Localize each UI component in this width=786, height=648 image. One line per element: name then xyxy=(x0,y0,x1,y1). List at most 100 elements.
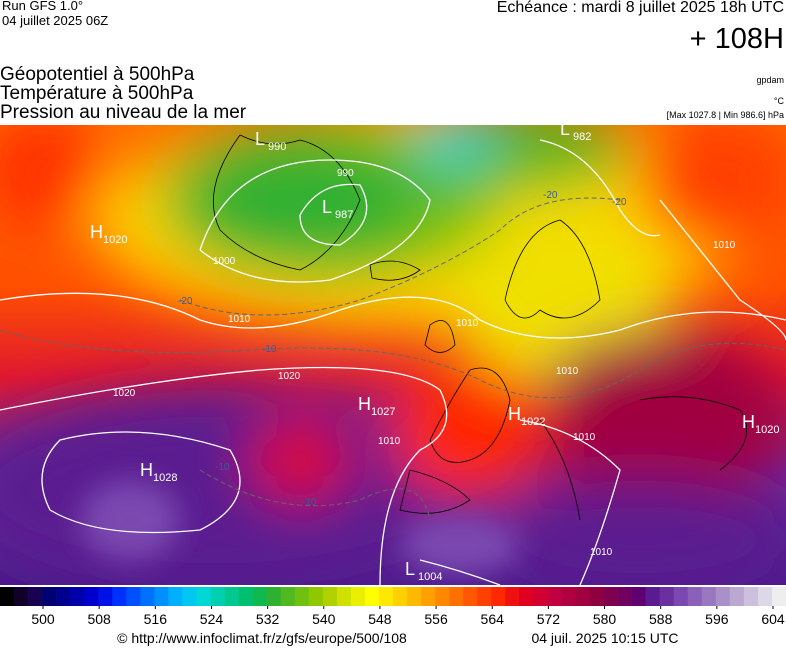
isobar-label: 1010 xyxy=(456,318,479,329)
layer-title: Pression au niveau de la mer xyxy=(0,102,247,123)
colorbar-swatch xyxy=(336,587,352,606)
center-pressure: 1020 xyxy=(103,234,127,246)
colorbar-tick-label: 540 xyxy=(312,611,336,627)
colorbar-tick-label: 572 xyxy=(537,611,561,627)
colorbar-swatch xyxy=(701,587,717,606)
source-url: © http://www.infoclimat.fr/z/gfs/europe/… xyxy=(117,630,407,646)
center-letter: H xyxy=(140,460,153,480)
colorbar-swatch xyxy=(294,587,310,606)
colorbar-swatch xyxy=(112,587,127,606)
isobar-label: 1010 xyxy=(573,432,596,443)
colorbar-swatch xyxy=(393,587,408,606)
colorbar-swatch xyxy=(687,587,703,606)
isotherms xyxy=(0,197,786,521)
run-label: Run GFS 1.0° xyxy=(2,0,83,13)
colorbar-swatch xyxy=(14,587,29,606)
colorbar-tick-label: 588 xyxy=(649,611,673,627)
colorbar: 500 508 516 524 532 540 548 556 564 572 580 588 596 6… xyxy=(0,587,786,627)
temp-label: -10 xyxy=(302,497,317,508)
valid-time: Echéance : mardi 8 juillet 2025 18h UTC xyxy=(497,0,784,16)
temp-label: -20 xyxy=(178,296,193,307)
isobar-label: 1000 xyxy=(213,256,236,267)
colorbar-swatch xyxy=(659,587,675,606)
field-detail xyxy=(80,480,520,575)
colorbar-swatch xyxy=(266,587,282,606)
center-pressure: 990 xyxy=(268,141,286,153)
center-letter: L xyxy=(322,197,332,217)
colorbar-swatch xyxy=(0,587,15,606)
colorbar-swatch xyxy=(56,587,71,606)
colorbar-swatch xyxy=(575,587,590,606)
colorbar-tick-label: 532 xyxy=(256,611,280,627)
colorbar-swatch xyxy=(42,587,57,606)
colorbar-tick-label: 508 xyxy=(87,611,111,627)
colorbar-swatch xyxy=(252,587,267,606)
colorbar-swatch xyxy=(449,587,464,606)
center-pressure: 1027 xyxy=(371,406,395,418)
isobar-label: 1010 xyxy=(590,547,613,558)
colorbar-swatch xyxy=(463,587,478,606)
unit-geo: gpdam xyxy=(756,75,784,85)
colorbar-swatch xyxy=(589,587,604,606)
colorbar-swatch xyxy=(645,587,660,606)
colorbar-swatch xyxy=(715,587,731,606)
colorbar-tick-label: 516 xyxy=(144,611,168,627)
temp-label: -20 xyxy=(612,197,627,208)
colorbar-swatch xyxy=(729,587,745,606)
colorbar-swatch xyxy=(378,587,394,606)
colorbar-swatch xyxy=(322,587,338,606)
colorbar-swatch xyxy=(519,587,534,606)
isobar-label: 1010 xyxy=(228,314,251,325)
isobar-label: 1010 xyxy=(378,436,401,447)
center-letter: L xyxy=(255,129,265,149)
colorbar-swatch xyxy=(224,587,239,606)
isobar-label: 1020 xyxy=(113,388,136,399)
colorbar-swatch xyxy=(238,587,253,606)
isobar-label: 1010 xyxy=(713,240,736,251)
center-pressure: 1004 xyxy=(418,571,442,583)
temp-label: -10 xyxy=(262,344,277,355)
colorbar-swatch xyxy=(617,587,632,606)
unit-temp: °C xyxy=(774,96,785,106)
colorbar-tick-label: 548 xyxy=(368,611,392,627)
colorbar-swatch xyxy=(140,587,155,606)
colorbar-swatch xyxy=(168,587,183,606)
colorbar-swatch xyxy=(547,587,562,606)
colorbar-tick-label: 596 xyxy=(705,611,729,627)
colorbar-swatch xyxy=(771,587,786,606)
colorbar-swatch xyxy=(182,587,197,606)
center-letter: L xyxy=(405,559,415,579)
colorbar-swatch xyxy=(603,587,618,606)
colorbar-swatch xyxy=(421,587,436,606)
center-letter: H xyxy=(90,222,103,242)
layer-title: Géopotentiel à 500hPa xyxy=(0,64,195,85)
colorbar-swatch xyxy=(154,587,169,606)
temp-label: -10 xyxy=(215,462,230,473)
colorbar-swatch xyxy=(505,587,520,606)
colorbar-swatch xyxy=(743,587,759,606)
pressure-range: [Max 1027.8 | Min 986.6] hPa xyxy=(667,110,784,120)
colorbar-swatch xyxy=(126,587,141,606)
isobar-label: 990 xyxy=(337,168,354,179)
colorbar-swatch xyxy=(673,587,689,606)
colorbar-swatch xyxy=(28,587,43,606)
isobar-label: 1010 xyxy=(556,366,579,377)
colorbar-swatch xyxy=(757,587,773,606)
colorbar-swatch xyxy=(196,587,211,606)
center-letter: H xyxy=(742,412,755,432)
colorbar-swatch xyxy=(631,587,646,606)
colorbar-swatch xyxy=(364,587,380,606)
colorbar-swatch xyxy=(70,587,85,606)
colorbar-swatch xyxy=(98,587,113,606)
colorbar-tick-label: 500 xyxy=(31,611,55,627)
colorbar-tick-label: 564 xyxy=(481,611,505,627)
colorbar-swatch xyxy=(350,587,366,606)
center-letter: H xyxy=(508,404,521,424)
colorbar-tick-label: 580 xyxy=(593,611,617,627)
colorbar-swatch xyxy=(308,587,324,606)
coastlines xyxy=(212,134,748,521)
isobars xyxy=(0,139,786,585)
center-letter: L xyxy=(560,119,570,139)
